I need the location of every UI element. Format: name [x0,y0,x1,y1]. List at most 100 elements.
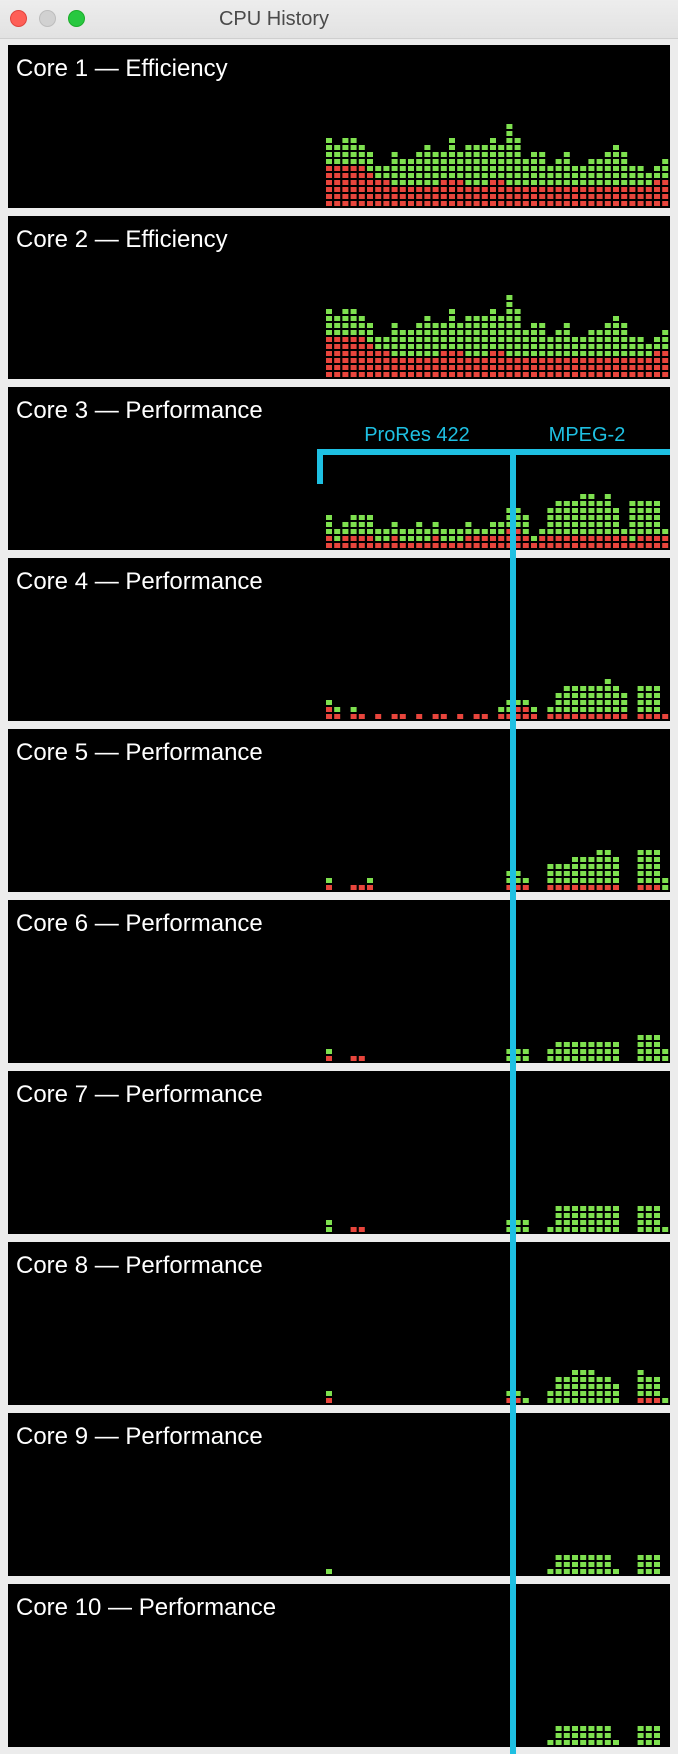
system-load-cell [580,714,587,719]
system-load-cell [637,1398,644,1403]
system-load-cell [440,372,447,377]
user-load-cell [654,522,660,527]
user-load-cell [457,330,464,335]
system-load-cell [604,194,611,199]
minimize-window-button[interactable] [39,10,56,27]
user-load-cell [490,344,496,349]
user-load-cell [645,344,652,349]
user-load-cell [399,337,406,342]
user-load-cell [654,508,660,513]
system-load-cell [465,194,472,199]
user-load-cell [555,166,562,171]
system-load-cell [555,194,562,199]
user-load-cell [645,1391,652,1396]
user-load-cell [326,152,332,157]
system-load-cell [555,885,562,890]
system-load-cell [432,714,439,719]
user-load-cell [367,529,373,534]
user-load-cell [637,1227,644,1232]
system-load-cell [531,187,537,192]
system-load-cell [481,201,488,206]
system-load-cell [358,543,365,548]
system-load-cell [547,885,554,890]
user-load-cell [440,166,447,171]
system-load-cell [350,194,357,199]
system-load-cell [342,166,349,171]
system-load-cell [580,543,587,548]
system-load-cell [613,358,619,363]
user-load-cell [432,529,439,534]
user-load-cell [572,1384,578,1389]
user-load-cell [473,344,480,349]
user-load-cell [580,1206,587,1211]
user-load-cell [326,515,332,520]
user-load-cell [391,529,398,534]
system-load-cell [662,351,669,356]
user-load-cell [604,871,611,876]
system-load-cell [391,543,398,548]
user-load-cell [326,1220,332,1225]
system-load-cell [383,351,390,356]
user-load-cell [506,166,513,171]
user-load-cell [563,878,570,883]
user-load-cell [596,344,603,349]
user-load-cell [596,330,603,335]
close-window-button[interactable] [10,10,27,27]
user-load-cell [547,878,554,883]
user-load-cell [629,508,636,513]
zoom-window-button[interactable] [68,10,85,27]
user-load-cell [506,145,513,150]
system-load-cell [473,365,480,370]
user-load-cell [498,529,505,534]
user-load-cell [572,700,578,705]
user-load-cell [645,501,652,506]
user-load-cell [621,337,628,342]
user-load-cell [637,878,644,883]
user-load-cell [588,337,595,342]
system-load-cell [367,187,373,192]
user-load-cell [637,508,644,513]
user-load-cell [555,1377,562,1382]
system-load-cell [383,358,390,363]
system-load-cell [367,536,373,541]
user-load-cell [572,344,578,349]
user-load-cell [408,337,414,342]
system-load-cell [580,201,587,206]
user-load-cell [654,864,660,869]
user-load-cell [457,337,464,342]
user-load-cell [613,173,619,178]
core-label: Core 2 — Efficiency [16,226,228,253]
system-load-cell [465,358,472,363]
user-load-cell [637,1035,644,1040]
system-load-cell [522,536,529,541]
system-load-cell [637,187,644,192]
system-load-cell [424,201,431,206]
system-load-cell [514,365,521,370]
user-load-cell [490,159,496,164]
user-load-cell [522,180,529,185]
user-load-cell [350,159,357,164]
system-load-cell [465,372,472,377]
user-load-cell [563,700,570,705]
system-load-cell [506,372,513,377]
user-load-cell [416,173,423,178]
system-load-cell [490,543,496,548]
user-load-cell [555,330,562,335]
system-load-cell [326,358,332,363]
user-load-cell [490,166,496,171]
user-load-cell [596,529,603,534]
system-load-cell [375,180,382,185]
user-load-cell [604,173,611,178]
user-load-cell [588,1562,595,1567]
system-load-cell [645,885,652,890]
user-load-cell [383,529,390,534]
system-load-cell [399,543,406,548]
user-load-cell [662,1227,669,1232]
user-load-cell [358,529,365,534]
user-load-cell [613,1049,619,1054]
user-load-cell [596,693,603,698]
user-load-cell [416,536,423,541]
user-load-cell [572,1740,578,1745]
user-load-cell [596,1213,603,1218]
system-load-cell [342,358,349,363]
